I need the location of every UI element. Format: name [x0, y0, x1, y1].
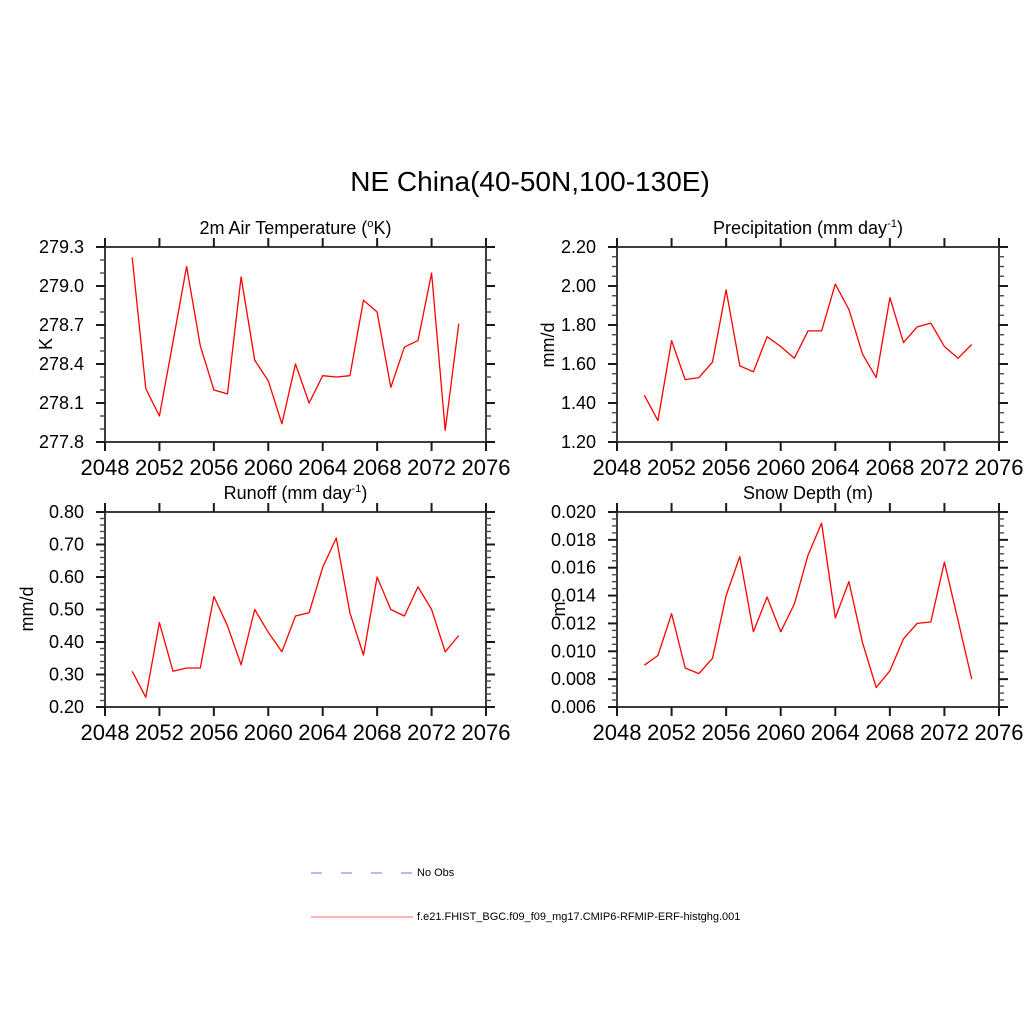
y-axis-title-top-left: K [36, 338, 56, 351]
y-tick-label: 1.20 [561, 432, 596, 452]
y-tick-label: 0.20 [49, 697, 84, 717]
x-tick-label: 2072 [407, 720, 456, 745]
model-legend-label: f.e21.FHIST_BGC.f09_f09_mg17.CMIP6-RFMIP… [417, 911, 741, 923]
panel-bottom-left: 2048 2052 2056 2060 2064 2068 2072 2076 0.20 0.30… [49, 502, 511, 745]
x-tick-label: 2076 [975, 720, 1024, 745]
model-legend-swatch [311, 916, 413, 918]
x-tick-label: 2052 [135, 455, 184, 480]
y-axis-title-top-right: mm/d [538, 322, 558, 368]
x-tick-label: 2052 [647, 720, 696, 745]
x-tick-label: 2060 [244, 455, 293, 480]
y-tick-label: 278.1 [39, 393, 84, 413]
panel-title-top-right: Precipitation (mm day-1) [713, 218, 903, 238]
y-tick-label: 0.020 [551, 502, 596, 522]
figure-title: NE China(40-50N,100-130E) [350, 166, 710, 197]
plot-frame [616, 246, 1000, 443]
x-tick-label: 2048 [81, 720, 130, 745]
y-tick-label: 1.80 [561, 315, 596, 335]
x-tick-label: 2064 [298, 720, 347, 745]
y-tick-label: 0.60 [49, 567, 84, 587]
x-tick-label: 2068 [353, 455, 402, 480]
y-tick-label: 0.018 [551, 530, 596, 550]
x-tick-label: 2048 [593, 720, 642, 745]
panel-top-right: 2048 2052 2056 2060 2064 2068 2072 2076 1.20 1.40… [561, 237, 1024, 480]
legend-item-no-obs: No Obs [310, 866, 454, 880]
x-tick-label: 2048 [593, 455, 642, 480]
y-tick-label: 0.40 [49, 632, 84, 652]
y-tick-label: 0.30 [49, 665, 84, 685]
plot-frame [104, 246, 487, 443]
y-tick-label: 2.20 [561, 237, 596, 257]
x-tick-label: 2064 [811, 720, 860, 745]
y-axis-title-bottom-left: mm/d [17, 586, 37, 632]
y-tick-label: 278.7 [39, 315, 84, 335]
series-line [131, 537, 460, 698]
panel-title-top-left: 2m Air Temperature (oK) [199, 218, 392, 238]
no-obs-legend-swatch [311, 872, 413, 874]
y-tick-label: 2.00 [561, 276, 596, 296]
x-tick-label: 2056 [189, 455, 238, 480]
x-tick-label: 2064 [811, 455, 860, 480]
x-tick-label: 2052 [135, 720, 184, 745]
plot-frame [616, 511, 1000, 708]
y-tick-label: 0.70 [49, 535, 84, 555]
y-tick-label: 0.008 [551, 669, 596, 689]
x-tick-label: 2052 [647, 455, 696, 480]
panel-title-bottom-right: Snow Depth (m) [742, 483, 874, 503]
y-tick-label: 0.80 [49, 502, 84, 522]
x-tick-label: 2068 [865, 455, 914, 480]
panel-bottom-right: 2048 2052 2056 2060 2064 2068 2072 2076 0.006 0.0… [551, 502, 1024, 745]
x-tick-label: 2060 [244, 720, 293, 745]
panel-title-bottom-left: Runoff (mm day-1) [223, 483, 368, 503]
plot-frame [104, 511, 487, 708]
x-tick-label: 2072 [920, 720, 969, 745]
x-tick-label: 2048 [81, 455, 130, 480]
y-axis-title-bottom-right: m [549, 601, 569, 617]
y-tick-label: 277.8 [39, 432, 84, 452]
x-tick-label: 2076 [975, 455, 1024, 480]
x-tick-label: 2076 [462, 720, 511, 745]
y-tick-label: 279.0 [39, 276, 84, 296]
y-tick-label: 1.60 [561, 354, 596, 374]
y-tick-label: 0.006 [551, 697, 596, 717]
series-line [131, 257, 460, 431]
x-tick-label: 2056 [702, 720, 751, 745]
y-tick-label: 278.4 [39, 354, 84, 374]
series-line [643, 283, 973, 422]
y-tick-label: 0.016 [551, 558, 596, 578]
y-tick-label: 1.40 [561, 393, 596, 413]
y-tick-label: 0.012 [551, 613, 596, 633]
no-obs-legend-label: No Obs [417, 867, 455, 879]
x-tick-label: 2068 [353, 720, 402, 745]
x-tick-label: 2056 [189, 720, 238, 745]
y-tick-label: 0.010 [551, 641, 596, 661]
panel-top-left: 2048 2052 2056 2060 2064 2068 2072 2076 277.8 278… [39, 237, 511, 480]
x-tick-label: 2072 [920, 455, 969, 480]
y-tick-label: 0.014 [551, 586, 596, 606]
x-tick-label: 2060 [756, 720, 805, 745]
series-line [643, 522, 973, 689]
x-tick-label: 2072 [407, 455, 456, 480]
x-tick-label: 2064 [298, 455, 347, 480]
x-tick-label: 2068 [865, 720, 914, 745]
x-tick-label: 2060 [756, 455, 805, 480]
legend-item-model: f.e21.FHIST_BGC.f09_f09_mg17.CMIP6-RFMIP… [310, 910, 740, 924]
y-tick-label: 279.3 [39, 237, 84, 257]
y-tick-label: 0.50 [49, 600, 84, 620]
x-tick-label: 2056 [702, 455, 751, 480]
x-tick-label: 2076 [462, 455, 511, 480]
